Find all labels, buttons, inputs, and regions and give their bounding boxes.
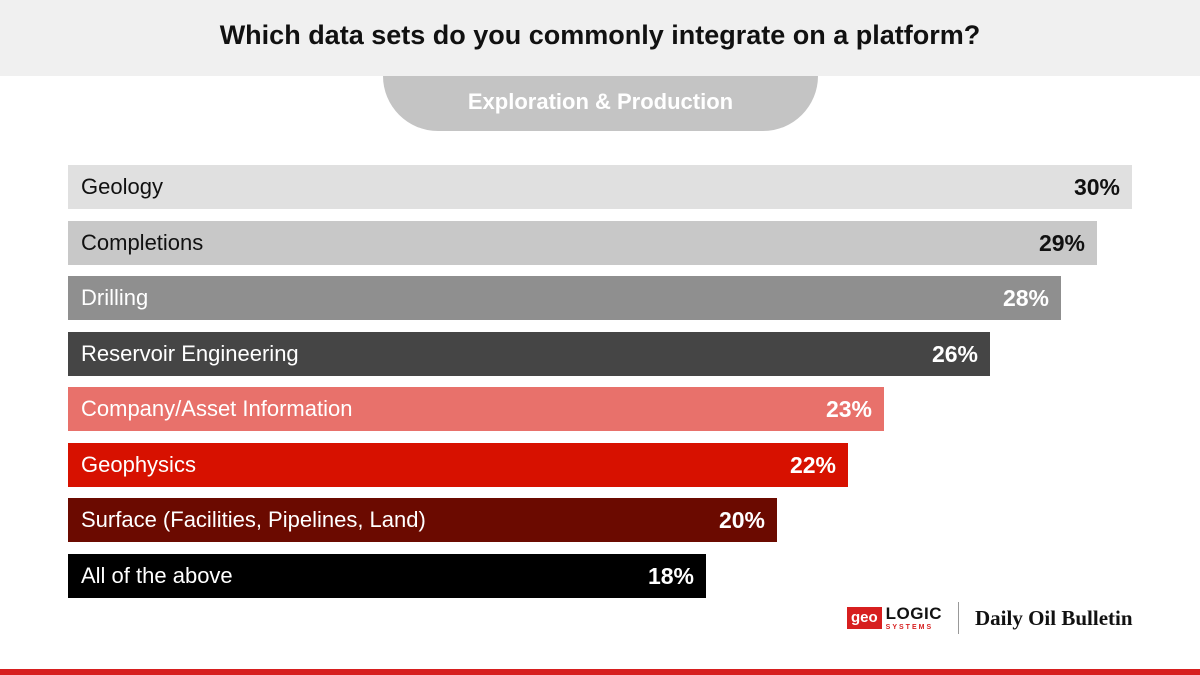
daily-oil-bulletin-logo: Daily Oil Bulletin: [975, 605, 1133, 630]
bar-value-label: 26%: [931, 340, 978, 367]
bar-0: Geology 30%: [68, 165, 1132, 209]
bar-label: Geology: [81, 174, 163, 199]
bar-label: Reservoir Engineering: [81, 341, 299, 366]
bar-1: Completions 29%: [68, 221, 1097, 265]
bar-6: Surface (Facilities, Pipelines, Land) 20%: [68, 498, 777, 542]
bar-2: Drilling 28%: [68, 276, 1061, 320]
bar-value-label: 22%: [789, 451, 836, 478]
footer-accent-line: [0, 669, 1200, 675]
geologic-logo-systems: SYSTEMS: [885, 623, 934, 631]
bar-3: Reservoir Engineering 26%: [68, 332, 990, 376]
logo-divider: [958, 602, 960, 634]
bar-4: Company/Asset Information 23%: [68, 387, 884, 431]
subtitle-pill: Exploration & Production: [383, 76, 818, 131]
geologic-logo-wordmark: LOGIC SYSTEMS: [885, 603, 943, 632]
bar-value-label: 18%: [647, 562, 694, 589]
bar-value-label: 28%: [1002, 284, 1049, 311]
bar-7: All of the above 18%: [68, 554, 706, 598]
bar-value-label: 30%: [1073, 173, 1120, 200]
bar-5: Geophysics 22%: [68, 443, 848, 487]
bar-value-label: 29%: [1038, 229, 1085, 256]
chart-subtitle: Exploration & Production: [467, 89, 734, 114]
bar-label: Drilling: [81, 285, 149, 310]
logo-area: geo LOGIC SYSTEMS Daily Oil Bulletin: [847, 600, 1133, 636]
bar-value-label: 20%: [718, 506, 765, 533]
bar-label: Company/Asset Information: [81, 396, 353, 421]
header-bar: [0, 0, 1200, 76]
bar-label: Surface (Facilities, Pipelines, Land): [81, 507, 426, 532]
bar-label: Completions: [81, 230, 204, 255]
bar-label: Geophysics: [81, 452, 196, 477]
geologic-logo-geo: geo: [847, 607, 882, 629]
chart-title: Which data sets do you commonly integrat…: [219, 20, 981, 50]
bar-value-label: 23%: [825, 395, 872, 422]
geologic-logo-logic: LOGIC: [885, 603, 943, 623]
bar-label: All of the above: [81, 563, 233, 588]
